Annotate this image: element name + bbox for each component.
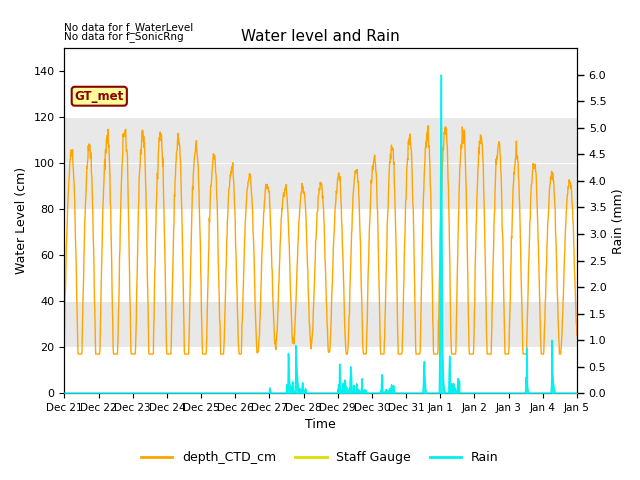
Bar [65, 209, 577, 301]
Y-axis label: Water Level (cm): Water Level (cm) [15, 167, 28, 274]
Bar [65, 48, 577, 117]
Bar [65, 347, 577, 393]
Legend: depth_CTD_cm, Staff Gauge, Rain: depth_CTD_cm, Staff Gauge, Rain [136, 446, 504, 469]
Bar [65, 301, 577, 347]
Text: GT_met: GT_met [75, 90, 124, 103]
X-axis label: Time: Time [305, 419, 336, 432]
Y-axis label: Rain (mm): Rain (mm) [612, 188, 625, 253]
Bar [65, 117, 577, 209]
Text: No data for f_SonicRng: No data for f_SonicRng [64, 31, 184, 42]
Title: Water level and Rain: Water level and Rain [241, 29, 400, 44]
Text: No data for f_WaterLevel: No data for f_WaterLevel [64, 22, 193, 33]
